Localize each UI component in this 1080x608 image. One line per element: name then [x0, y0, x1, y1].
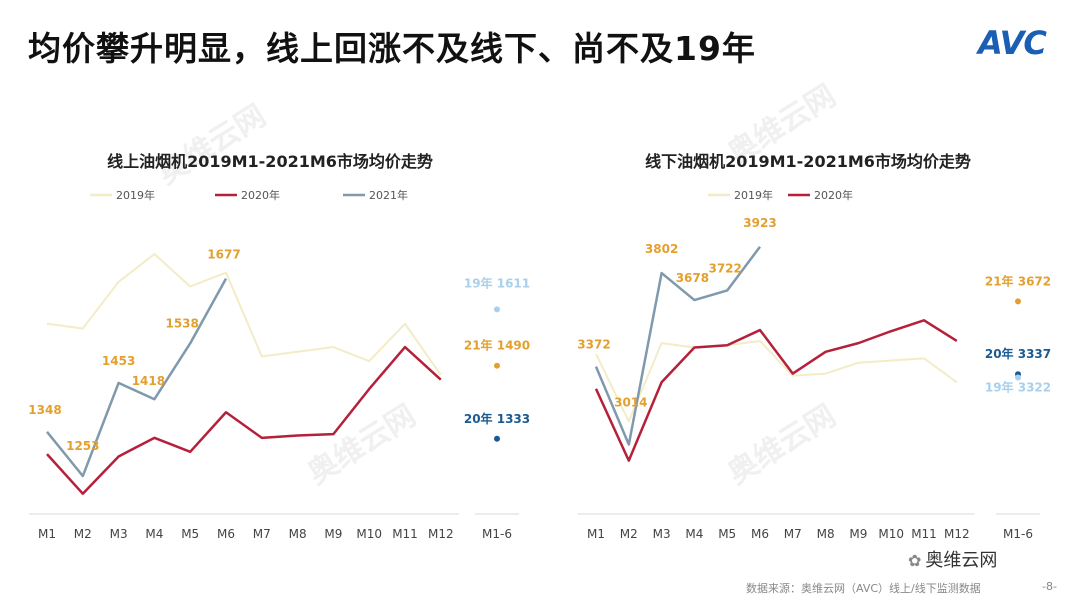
x-tick-label: M3 — [110, 527, 128, 541]
x-tick-label: M2 — [74, 527, 92, 541]
x-tick-label: M8 — [817, 527, 835, 541]
summary-dot — [494, 362, 500, 369]
data-label-2021: 3802 — [645, 242, 678, 256]
data-label-2021: 1538 — [165, 316, 198, 330]
summary-tick-label: M1-6 — [482, 527, 512, 541]
series-line-2020年 — [46, 345, 442, 495]
x-tick-label: M12 — [944, 527, 970, 541]
summary-label: 21年 3672 — [985, 273, 1051, 288]
page-title: 均价攀升明显，线上回涨不及线下、尚不及19年 — [28, 29, 756, 68]
data-label-2021: 1253 — [66, 439, 99, 453]
summary-label: 20年 1333 — [464, 411, 530, 426]
x-tick-label: M6 — [751, 527, 769, 541]
x-tick-label: M3 — [653, 527, 671, 541]
chart-title: 线上油烟机2019M1-2021M6市场均价走势 — [107, 152, 433, 171]
x-tick-label: M10 — [356, 527, 382, 541]
series-line-2021年 — [46, 278, 228, 478]
x-tick-label: M8 — [289, 527, 307, 541]
legend-label: 2020年 — [814, 188, 853, 202]
data-label-2021: 3678 — [676, 271, 709, 285]
page-number: -8- — [1042, 580, 1057, 593]
x-tick-label: M6 — [217, 527, 235, 541]
avc-logo: AVC — [978, 24, 1058, 64]
summary-dot — [1015, 374, 1021, 381]
wechat-icon: ✿ — [908, 551, 922, 570]
x-tick-label: M7 — [784, 527, 802, 541]
data-label-2021: 1677 — [207, 248, 240, 262]
summary-dot — [494, 306, 500, 313]
data-label-2021: 3014 — [614, 395, 647, 409]
data-label-2021: 1348 — [28, 403, 61, 417]
legend-label: 2020年 — [241, 188, 280, 202]
offline-price-chart: 线下油烟机2019M1-2021M6市场均价走势 2019年 2020年 M1 M2 M3… — [577, 152, 1051, 541]
series-line-2021年 — [594, 246, 761, 446]
data-label-2021: 3372 — [577, 338, 610, 352]
x-tick-label: M11 — [392, 527, 418, 541]
data-label-2021: 3722 — [708, 261, 741, 275]
series-line-2019年 — [46, 252, 442, 376]
x-tick-label: M5 — [181, 527, 199, 541]
footer-source: 数据来源：奥维云网（AVC）线上/线下监测数据 — [746, 582, 981, 595]
summary-label: 19年 3322 — [985, 379, 1051, 394]
series-line-2020年 — [594, 319, 958, 462]
x-tick-label: M1 — [587, 527, 605, 541]
series-line-2019年 — [595, 339, 958, 423]
x-tick-label: M1 — [38, 527, 56, 541]
summary-tick-label: M1-6 — [1003, 527, 1033, 541]
logo-text: AVC — [978, 24, 1047, 62]
x-tick-label: M7 — [253, 527, 271, 541]
wechat-name: 奥维云网 — [925, 550, 998, 571]
data-label-2021: 3923 — [743, 216, 776, 230]
x-tick-label: M9 — [324, 527, 342, 541]
legend-label: 2019年 — [116, 188, 155, 202]
x-tick-label: M10 — [878, 527, 904, 541]
x-tick-label: M2 — [620, 527, 638, 541]
x-tick-label: M5 — [718, 527, 736, 541]
summary-label: 20年 3337 — [985, 346, 1051, 361]
chart-title: 线下油烟机2019M1-2021M6市场均价走势 — [645, 152, 971, 171]
summary-label: 21年 1490 — [464, 338, 530, 353]
x-tick-label: M4 — [145, 527, 163, 541]
x-tick-label: M4 — [685, 527, 703, 541]
x-tick-label: M12 — [428, 527, 454, 541]
summary-dot — [494, 435, 500, 442]
wechat-badge: ✿ 奥维云网 — [908, 546, 997, 572]
data-label-2021: 1418 — [132, 374, 165, 388]
x-tick-label: M11 — [911, 527, 937, 541]
online-price-chart: 线上油烟机2019M1-2021M6市场均价走势 2019年 2020年 2021年 M… — [28, 152, 530, 541]
legend-label: 2021年 — [369, 188, 408, 202]
x-tick-label: M9 — [849, 527, 867, 541]
data-label-2021: 1453 — [102, 354, 135, 368]
summary-dot — [1015, 298, 1021, 305]
summary-label: 19年 1611 — [464, 275, 530, 290]
legend-label: 2019年 — [734, 188, 773, 202]
